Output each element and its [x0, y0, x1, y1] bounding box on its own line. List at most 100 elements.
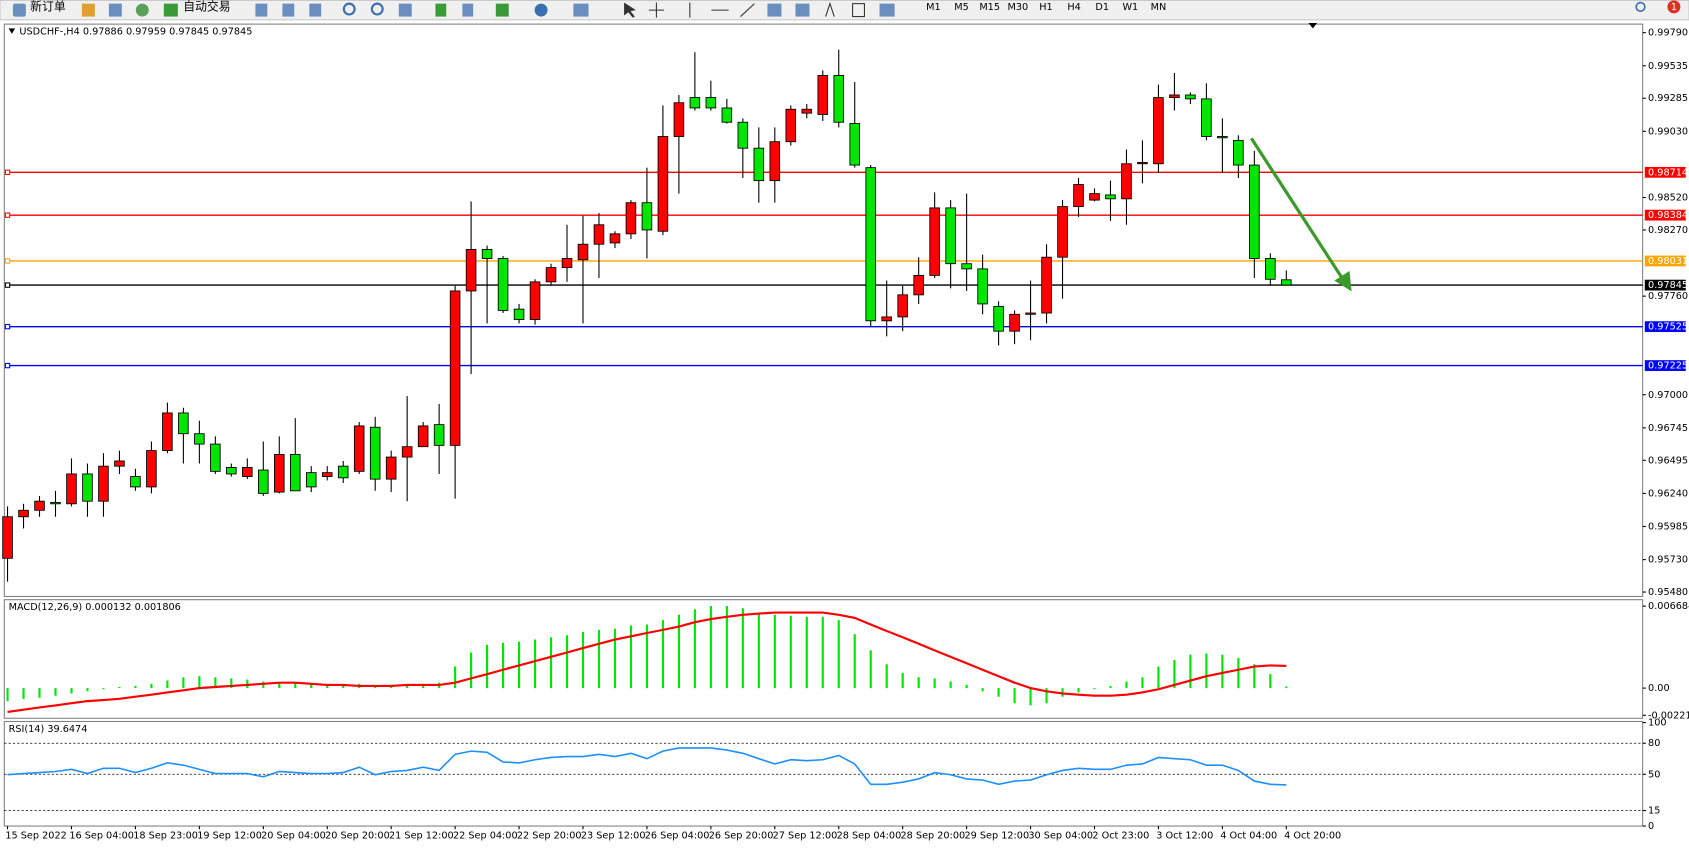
icon[interactable] — [573, 3, 589, 17]
annotation-arrow — [1250, 137, 1352, 292]
timeframe-button[interactable]: MN — [1151, 2, 1167, 13]
notification-badge[interactable] — [1667, 0, 1681, 14]
y-tick-label: 0.006684 — [1648, 601, 1689, 612]
timeframe-button[interactable]: H4 — [1067, 2, 1080, 13]
arrow-line — [1250, 137, 1347, 284]
level-label-bg — [1644, 279, 1686, 291]
plot-layer: 0.99790 0.99535 0.99285 0.99030 0.98520 0.982… — [2, 28, 1689, 842]
candle-body — [705, 97, 717, 109]
x-tick-label: 27 Sep 12:00 — [773, 831, 838, 842]
candle-body — [913, 274, 924, 296]
y-tick-label: 15 — [1648, 806, 1660, 817]
icon[interactable] — [135, 3, 149, 17]
close: 0.97845 — [212, 27, 252, 38]
icon[interactable] — [879, 3, 895, 17]
candle-body — [449, 290, 461, 446]
chart-shift-marker[interactable] — [1308, 23, 1318, 29]
icon[interactable] — [795, 3, 810, 17]
x-tick-label: 23 Sep 12:00 — [581, 831, 646, 842]
candle-body — [1281, 279, 1292, 286]
icon[interactable] — [282, 3, 295, 17]
icon[interactable] — [108, 3, 122, 17]
candle-body — [82, 473, 93, 502]
y-tick-label: 100 — [1648, 718, 1667, 729]
toolbar-button[interactable]: 自动交易 — [183, 0, 230, 13]
candle-body — [689, 97, 701, 109]
text-tool[interactable] — [825, 1, 835, 17]
candle-body — [2, 516, 13, 559]
toolbar-button[interactable]: 新订单 — [30, 0, 66, 13]
trendline-tool[interactable] — [740, 3, 755, 17]
level-handle — [4, 323, 11, 330]
candle-body — [849, 123, 861, 166]
candle-body — [98, 465, 109, 502]
candle-body — [1217, 136, 1228, 139]
candle-body — [657, 136, 669, 232]
level-label: 0.97225 — [1648, 361, 1688, 372]
rsi-label: RSI(14) — [9, 724, 45, 735]
auto-trading-icon[interactable] — [163, 3, 178, 17]
candle-body — [497, 258, 509, 311]
candle-body — [1185, 94, 1196, 100]
open: 0.97886 — [83, 27, 123, 38]
icon[interactable] — [398, 3, 412, 17]
icon[interactable] — [495, 3, 509, 17]
level-handle — [4, 362, 11, 369]
icon[interactable] — [767, 3, 782, 17]
candle-body — [417, 425, 429, 448]
x-tick-label: 4 Oct 04:00 — [1220, 831, 1277, 842]
candle-body — [769, 141, 781, 182]
timeframe-button[interactable]: M15 — [979, 2, 1000, 13]
y-tick-label: 0 — [1648, 821, 1654, 832]
y-tick-label: 80 — [1648, 738, 1660, 749]
symbol-menu[interactable] — [8, 28, 16, 34]
timeframe-button[interactable]: M5 — [954, 2, 969, 13]
crosshair-tool[interactable] — [648, 2, 664, 18]
candle-body — [1025, 312, 1036, 315]
timeframe-button[interactable]: W1 — [1122, 2, 1138, 13]
candle-body — [785, 108, 797, 143]
candle-body — [337, 465, 349, 479]
candle-body — [50, 502, 61, 505]
timeframe-button[interactable]: M1 — [926, 2, 941, 13]
x-tick-label: 16 Sep 04:00 — [69, 831, 134, 842]
candle-body — [961, 263, 972, 270]
x-tick-label: 18 Sep 23:00 — [133, 831, 198, 842]
y-tick-label: 0.99535 — [1648, 61, 1688, 72]
new-order-icon[interactable] — [12, 3, 26, 17]
candle-body — [34, 500, 45, 511]
zoom-out[interactable] — [370, 2, 384, 16]
macd-header: MACD(12,26,9) 0.000132 0.001806 — [9, 602, 181, 613]
candle-body — [321, 472, 333, 477]
candle-body — [1041, 256, 1052, 314]
y-tick-label: 0.99030 — [1648, 126, 1688, 137]
candle-body — [801, 108, 813, 114]
x-tick-label: 29 Sep 12:00 — [964, 831, 1029, 842]
label-tool[interactable] — [852, 3, 865, 18]
icon[interactable] — [462, 3, 474, 17]
candle-body — [721, 107, 733, 123]
icon[interactable] — [81, 3, 95, 17]
level-label-bg — [1644, 209, 1686, 221]
candle-body — [305, 472, 317, 488]
candle-body — [1153, 97, 1164, 165]
symbol: USDCHF-,H4 — [19, 27, 79, 38]
icon[interactable] — [435, 3, 447, 17]
candle-body — [433, 424, 445, 446]
cursor-tool[interactable] — [624, 2, 636, 18]
search-icon[interactable] — [1635, 1, 1646, 12]
icon[interactable] — [309, 3, 322, 17]
icon[interactable] — [534, 3, 548, 17]
timeframe-button[interactable]: M30 — [1007, 2, 1028, 13]
x-tick-label: 28 Sep 04:00 — [837, 831, 902, 842]
timeframe-button[interactable]: D1 — [1095, 2, 1109, 13]
candle-body — [561, 258, 573, 269]
candle-body — [673, 102, 685, 137]
candle-body — [513, 308, 525, 320]
timeframe-button[interactable]: H1 — [1039, 2, 1052, 13]
y-tick-label: 0.95730 — [1648, 555, 1688, 566]
level-label: 0.98031 — [1648, 256, 1688, 267]
icon[interactable] — [255, 3, 268, 17]
candle-body — [1105, 194, 1116, 200]
zoom-in[interactable] — [342, 2, 356, 16]
